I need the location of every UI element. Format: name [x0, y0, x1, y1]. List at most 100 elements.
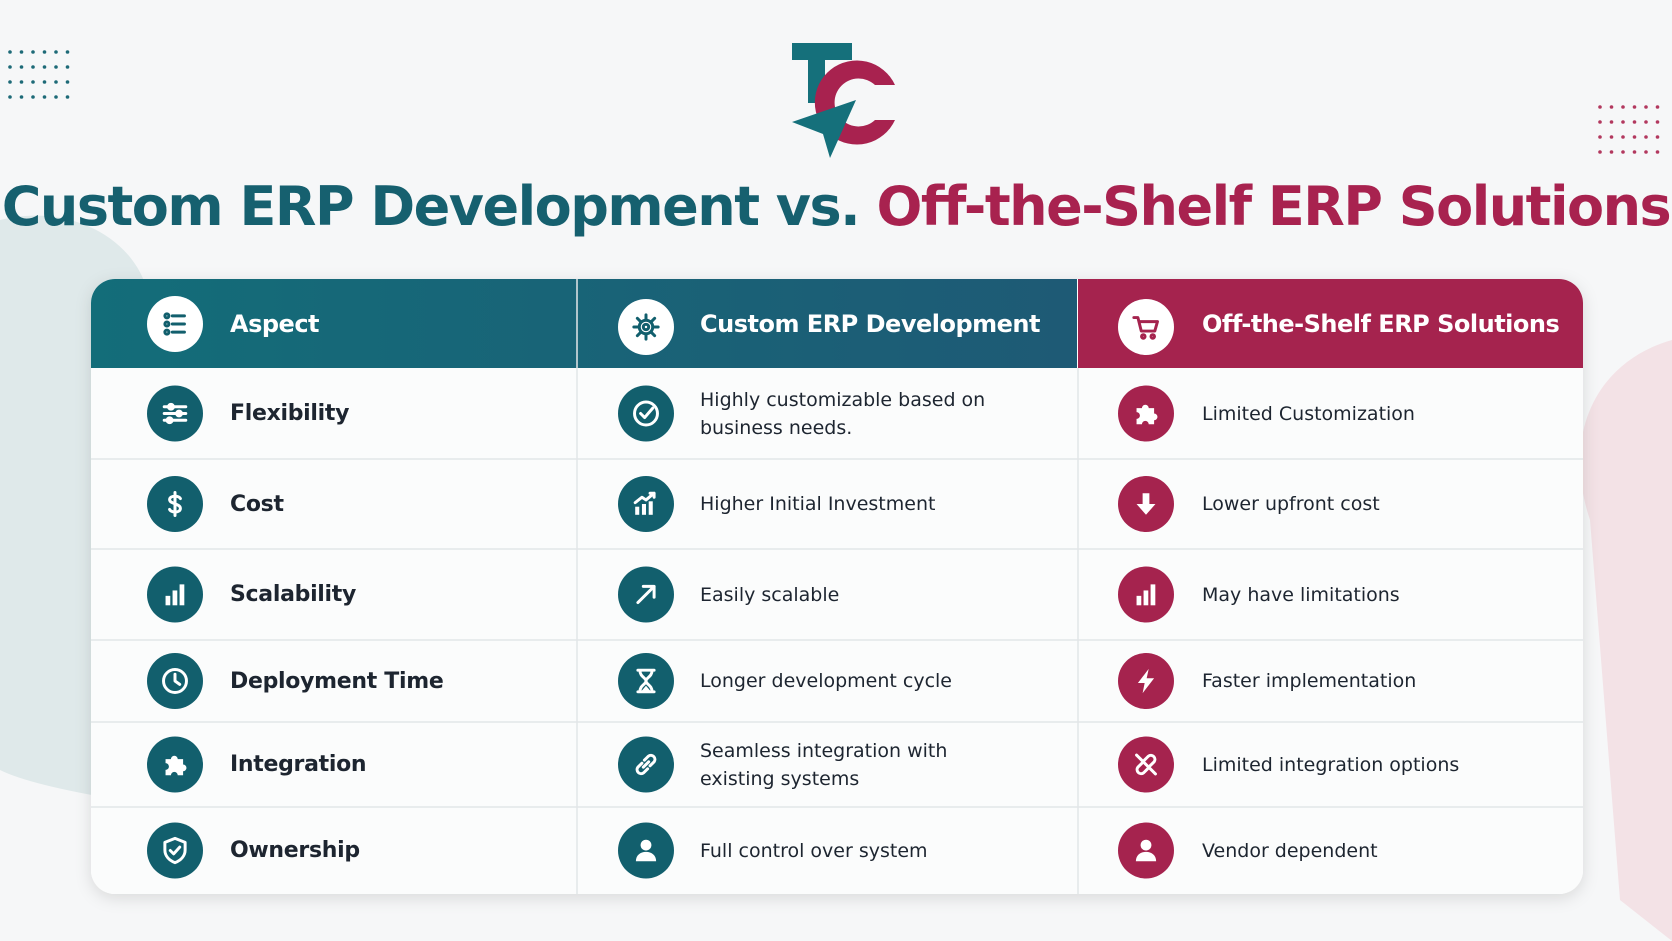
glyph-part	[1137, 668, 1155, 694]
icon-glyph	[633, 400, 659, 427]
icon	[618, 566, 674, 623]
icon	[618, 822, 674, 879]
glyph-part	[1150, 584, 1156, 606]
dot	[8, 50, 12, 54]
glyph-part	[1149, 333, 1156, 340]
glyph-part	[632, 313, 660, 341]
dot	[1621, 105, 1625, 109]
glyph-part	[165, 755, 187, 776]
dot	[1655, 120, 1660, 124]
glyph-part	[168, 491, 182, 517]
glyph-part	[1135, 839, 1157, 862]
glyph-part	[639, 406, 655, 420]
dot	[1632, 105, 1637, 109]
dot	[1644, 150, 1648, 154]
value-cell-text: Higher Initial Investment	[700, 493, 936, 515]
dot	[1598, 150, 1602, 154]
glyph-part	[163, 320, 171, 328]
icon	[618, 476, 674, 532]
glyph-part	[167, 402, 175, 411]
icon-glyph	[632, 313, 660, 341]
dot	[1609, 135, 1614, 139]
aspect-cell-text: Deployment Time	[230, 668, 444, 694]
glyph-part	[641, 322, 651, 332]
dot	[1609, 105, 1614, 109]
value-cell: Lower upfront cost	[1202, 459, 1502, 549]
glyph-part	[633, 400, 659, 427]
glyph-part	[1132, 316, 1159, 333]
glyph-part	[635, 851, 657, 862]
value-cell: Longer development cycle	[700, 640, 1000, 722]
value-cell: Easily scalable	[700, 549, 1000, 640]
dot	[19, 65, 24, 69]
icon-circle	[618, 299, 674, 355]
icon-glyph	[1135, 753, 1157, 776]
dot	[42, 80, 47, 84]
value-cell-text: May have limitations	[1202, 583, 1400, 606]
glyph-part	[1136, 584, 1156, 606]
glyph-part	[165, 595, 171, 606]
glyph-part	[1140, 839, 1152, 851]
glyph-part	[633, 491, 656, 505]
icon-glyph	[636, 584, 656, 605]
aspect-cell: Deployment Time	[230, 640, 444, 722]
glyph-part	[636, 584, 656, 605]
glyph-part	[1136, 404, 1158, 425]
glyph-part	[163, 312, 186, 336]
title: Custom ERP Development vs. Off-the-Shelf…	[0, 175, 1672, 238]
dot	[19, 50, 24, 54]
icon	[1118, 476, 1174, 532]
glyph-part	[641, 685, 651, 691]
icon	[147, 653, 203, 709]
value-cell-text: Limited Customization	[1202, 402, 1415, 425]
glyph-part	[1135, 851, 1157, 862]
glyph-part	[1135, 761, 1150, 776]
glyph-part	[636, 668, 656, 694]
glyph-part	[636, 584, 656, 605]
glyph-part	[636, 668, 656, 694]
icon	[1118, 385, 1174, 442]
dot	[1632, 150, 1637, 154]
glyph-part	[170, 314, 186, 334]
dot	[1655, 135, 1660, 139]
aspect-cell: Scalability	[230, 549, 356, 640]
dot	[1609, 150, 1614, 154]
icon	[618, 736, 674, 793]
aspect-cell: Flexibility	[230, 368, 349, 459]
dot	[42, 50, 47, 54]
bg-shape	[1579, 340, 1672, 941]
value-cell-text: Highly customizable based on business ne…	[700, 388, 986, 439]
icon-glyph	[635, 839, 657, 862]
dot	[1598, 135, 1602, 139]
value-cell: Vendor dependent	[1202, 807, 1502, 894]
header-cell-text: Custom ERP Development	[700, 309, 1041, 338]
dot	[65, 50, 70, 54]
logo	[792, 43, 895, 158]
dot	[65, 95, 70, 99]
icon-glyph	[1136, 584, 1156, 606]
dot	[1621, 135, 1625, 139]
icon	[618, 385, 674, 442]
dot	[42, 65, 47, 69]
icon-glyph	[1136, 404, 1158, 425]
glyph-part	[635, 839, 657, 862]
icon-glyph	[1137, 668, 1155, 694]
dot	[1609, 120, 1614, 124]
dot	[54, 50, 58, 54]
dot	[1598, 120, 1602, 124]
glyph-part	[162, 402, 188, 425]
icon-glyph	[162, 402, 188, 425]
glyph-part	[163, 312, 171, 320]
glyph-part	[635, 506, 640, 515]
glyph-part	[163, 836, 187, 865]
title-left: Custom ERP Development vs.	[1, 175, 861, 238]
glyph-part	[1137, 668, 1155, 694]
header-cell-text: Aspect	[230, 309, 320, 338]
aspect-cell: Cost	[230, 459, 284, 549]
value-cell-text: Limited integration options	[1202, 753, 1460, 776]
glyph-part	[1136, 493, 1156, 515]
glyph-part	[1135, 753, 1157, 776]
icon-glyph	[163, 312, 186, 336]
dot	[1655, 105, 1660, 109]
glyph-part	[633, 491, 656, 505]
